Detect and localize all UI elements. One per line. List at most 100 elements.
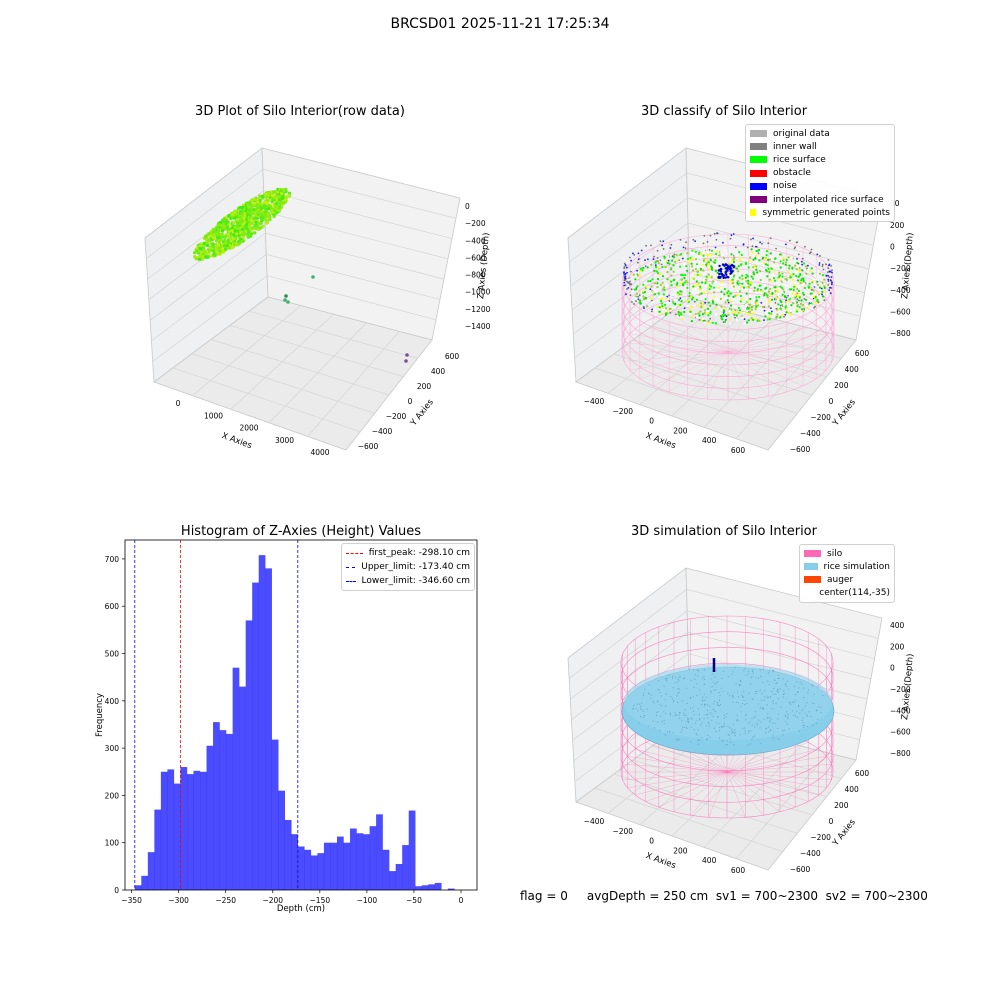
surface-point <box>691 269 695 272</box>
surface-point <box>756 319 759 322</box>
surface-mesh-point <box>658 680 660 682</box>
panel3-y-tick: 100 <box>105 839 120 848</box>
wall-point <box>830 265 833 267</box>
surface-point <box>752 271 755 274</box>
surface-point <box>666 309 670 312</box>
cloud-point <box>248 221 252 225</box>
surface-mesh-point <box>747 722 749 724</box>
surface-point <box>663 256 666 260</box>
surface-point <box>730 259 734 262</box>
surface-mesh-point <box>763 718 765 720</box>
surface-point <box>772 277 776 280</box>
surface-point <box>802 277 805 280</box>
silo-floor-spoke <box>630 351 729 371</box>
surface-mesh-point <box>676 739 678 741</box>
surface-point <box>679 265 682 268</box>
cloud-point <box>260 194 264 198</box>
surface-mesh-point <box>804 705 807 707</box>
wall-point <box>630 259 632 262</box>
surface-point <box>715 303 718 306</box>
cloud-point <box>263 217 267 221</box>
surface-point <box>749 256 752 259</box>
noise-point <box>731 270 734 273</box>
surface-mesh-point <box>688 722 690 724</box>
surface-mesh-point <box>773 687 775 689</box>
surface-mesh-point <box>769 730 772 732</box>
surface-mesh-point <box>694 674 696 676</box>
panel1-y-tick: −600 <box>358 442 379 451</box>
cloud-point <box>227 213 231 217</box>
surface-point <box>729 304 733 307</box>
surface-mesh-point <box>785 715 787 718</box>
surface-mesh-point <box>661 705 663 707</box>
surface-point <box>686 269 689 272</box>
surface-mesh-point <box>708 722 710 724</box>
surface-point <box>716 250 719 253</box>
surface-mesh-point <box>695 733 697 735</box>
wall-point <box>757 252 760 255</box>
surface-point <box>734 279 737 282</box>
cloud-point <box>206 243 210 247</box>
histogram-bar <box>421 885 429 890</box>
surface-mesh-point <box>680 731 682 733</box>
surface-mesh-point <box>793 686 795 688</box>
surface-point <box>773 279 777 282</box>
surface-point <box>727 290 730 293</box>
wall-point <box>684 247 687 250</box>
histogram-bar <box>428 884 436 890</box>
histogram-bar <box>434 882 442 890</box>
panel2-legend-item: interpolated rice surface <box>750 193 890 206</box>
surface-point <box>750 308 754 311</box>
surface-point <box>721 318 724 321</box>
surface-point <box>755 268 758 271</box>
surface-point <box>695 316 699 319</box>
surface-point <box>764 287 767 290</box>
surface-point <box>779 253 782 256</box>
surface-point <box>695 314 698 317</box>
cloud-point <box>238 241 242 245</box>
surface-point <box>719 312 722 315</box>
surface-mesh-point <box>760 699 762 701</box>
surface-point <box>796 304 800 307</box>
surface-mesh-point <box>772 669 774 672</box>
wall-point <box>801 257 804 260</box>
wall-point <box>651 308 653 311</box>
surface-point <box>747 282 750 285</box>
panel2-y-tick: −200 <box>810 413 831 422</box>
surface-mesh-point <box>669 714 672 716</box>
panel2-y-tick: 200 <box>834 381 849 390</box>
surface-point <box>782 262 785 265</box>
wall-point <box>804 245 806 248</box>
panel2-legend: original data inner wall rice surface obsta… <box>745 124 895 223</box>
silo-floor-spoke <box>727 342 832 353</box>
surface-point <box>658 272 661 275</box>
surface-mesh-point <box>656 712 658 714</box>
surface-mesh-point <box>699 689 701 691</box>
surface-mesh-point <box>820 712 822 714</box>
surface-point <box>642 297 646 300</box>
surface-mesh-point <box>770 718 772 720</box>
surface-point <box>729 262 732 265</box>
wall-point <box>632 252 634 255</box>
surface-point <box>790 314 793 317</box>
surface-point <box>714 263 717 267</box>
panel2-x-tick: 600 <box>731 446 746 455</box>
wall-point <box>810 248 813 251</box>
surface-mesh-point <box>760 675 762 677</box>
cloud-point <box>254 220 258 224</box>
surface-point <box>635 271 638 274</box>
surface-mesh-point <box>754 726 756 728</box>
surface-point <box>680 278 683 281</box>
surface-mesh-point <box>652 700 654 702</box>
surface-point <box>789 310 792 313</box>
surface-mesh-point <box>759 727 761 729</box>
surface-mesh-point <box>788 728 790 730</box>
surface-mesh-point <box>721 726 723 728</box>
cloud-point <box>266 207 270 211</box>
wall-point <box>795 241 798 244</box>
panel2-y-tick: −600 <box>790 445 811 454</box>
surface-point <box>719 297 723 300</box>
surface-point <box>779 307 782 310</box>
cloud-point <box>262 201 266 205</box>
surface-mesh-point <box>671 698 674 700</box>
